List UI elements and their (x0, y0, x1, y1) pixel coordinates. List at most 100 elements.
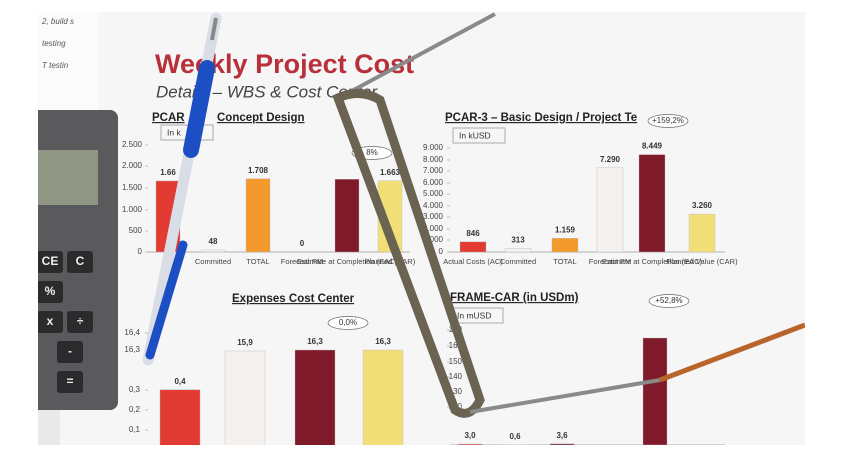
charts: PCAR Concept Design In k 2.500 2.000 1.500 1.0… (122, 112, 738, 445)
pen-tip (210, 17, 218, 41)
y-tick-label: 130 (449, 387, 463, 396)
y-tick-label: 7.000 (423, 166, 444, 175)
unit-box (452, 127, 506, 144)
calculator-key (67, 251, 93, 273)
chart-panel: Expenses Cost Center 16,4 16,3 0,3 0,2 0,1 0,4… (124, 293, 404, 445)
photo-content: 2, build s testing T testin Weekly Proje… (38, 12, 805, 445)
unit: In k (167, 127, 181, 137)
calculator-key (57, 371, 83, 393)
y-tick-label: 5.000 (423, 189, 444, 198)
pen-clip (145, 240, 188, 360)
value-label: 3,6 (556, 431, 568, 440)
value-label: 1.708 (248, 166, 269, 175)
calculator-key (38, 311, 63, 333)
bar (549, 443, 575, 445)
y-tick-label: 9.000 (423, 143, 444, 152)
calculator-key (38, 251, 63, 273)
value-label: 3,0 (464, 431, 476, 440)
x-tick-label: Committed (500, 257, 536, 266)
y-tick-label: 6.000 (423, 178, 444, 187)
unit: In kUSD (459, 130, 491, 140)
note: 2, build s (41, 17, 74, 26)
y-tick-label: 8.000 (423, 155, 444, 164)
bar (551, 238, 579, 253)
x-tick-label: Planned (CAR) (365, 257, 416, 266)
y-tick-label: 4.000 (423, 201, 444, 210)
calculator-key-label: x (47, 314, 54, 328)
y-tick-label: 16,4 (124, 328, 140, 337)
calculator-keys: CE C% x ÷ - = (38, 251, 93, 393)
glasses-arm (334, 12, 496, 102)
value-label: 1.663 (380, 168, 401, 177)
value-label: 0,6 (509, 432, 521, 441)
chart-panel: PCAR-3 – Basic Design / Project Te In kUS… (423, 112, 738, 266)
annotation: 8% (366, 148, 378, 157)
panel-title: PCAR (152, 112, 185, 124)
y-tick-label: 160 (449, 341, 463, 350)
value-label: 846 (466, 229, 480, 238)
x-tick-label: Forecast PM (281, 257, 324, 266)
calculator-key (38, 281, 63, 303)
x-tick-label: Planned Value (CAR) (666, 257, 738, 266)
chart-panel: FRAME-CAR (in USDm)In mUSD17016015014013… (447, 292, 725, 445)
chart-panel: PCAR Concept Design In k 2.500 2.000 1.500 1.0… (122, 112, 416, 266)
bar (459, 241, 487, 253)
bar (688, 213, 716, 253)
bar (159, 389, 201, 445)
value-label: 0 (300, 239, 305, 248)
bar (224, 350, 266, 445)
value-label: 1.159 (555, 225, 576, 234)
report-subtitle: Details – WBS & Cost Center (156, 82, 378, 101)
bar (638, 154, 666, 253)
glasses-tip (659, 322, 805, 383)
calculator-key-label: C (76, 254, 85, 268)
annotation-bubble (327, 316, 369, 330)
y-tick-label: 140 (449, 372, 463, 381)
bar (334, 178, 360, 253)
y-tick-label: 16,3 (124, 345, 140, 354)
value-label: 0,4 (174, 377, 186, 386)
annotation-bubble (648, 294, 690, 308)
y-tick-label: 1.000 (423, 235, 444, 244)
report-title: Weekly Project Cost (155, 49, 414, 79)
y-tick-label: 0 (439, 247, 444, 256)
value-label: 16,3 (307, 337, 323, 346)
y-tick-label: 0,3 (129, 385, 141, 394)
panel-title: PCAR-3 – Basic Design / Project Te (445, 112, 637, 124)
y-tick-label: 150 (449, 357, 463, 366)
x-tick-label: TOTAL (246, 257, 269, 266)
unit: In mUSD (457, 310, 491, 320)
bar (642, 337, 668, 445)
calculator-screen (38, 150, 98, 205)
value-label: 15,9 (237, 338, 253, 347)
value-label: 313 (511, 235, 525, 244)
annotation: +52,8% (655, 296, 682, 305)
bar (294, 349, 336, 445)
x-tick-label: Estimate at Completion (EAC) (602, 257, 703, 266)
y-tick-label: 2.000 (423, 224, 444, 233)
bar (596, 167, 624, 253)
y-tick-label: 1.500 (122, 183, 143, 192)
value-label: 7.290 (600, 155, 621, 164)
value-label: 16,3 (375, 337, 391, 346)
calculator-key-label: CE (42, 254, 59, 268)
y-tick-label: 2.500 (122, 140, 143, 149)
value-label: 48 (209, 237, 218, 246)
calculator-key (57, 341, 83, 363)
calculator-key (67, 311, 93, 333)
calculator-key-label: % (45, 284, 56, 298)
bar (362, 349, 404, 445)
value-label: 1.66 (160, 168, 176, 177)
note: testing (42, 39, 66, 48)
annotation: 0,0% (339, 318, 357, 327)
y-tick-label: 0,2 (129, 405, 141, 414)
x-tick-label: TOTAL (553, 257, 576, 266)
y-tick-label: 1.000 (122, 205, 143, 214)
y-tick-label: 2.000 (122, 161, 143, 170)
pen-grip (183, 60, 215, 158)
x-tick-label: Forecast PM (589, 257, 632, 266)
panel-title: Concept Design (217, 112, 305, 124)
bar (245, 178, 271, 253)
